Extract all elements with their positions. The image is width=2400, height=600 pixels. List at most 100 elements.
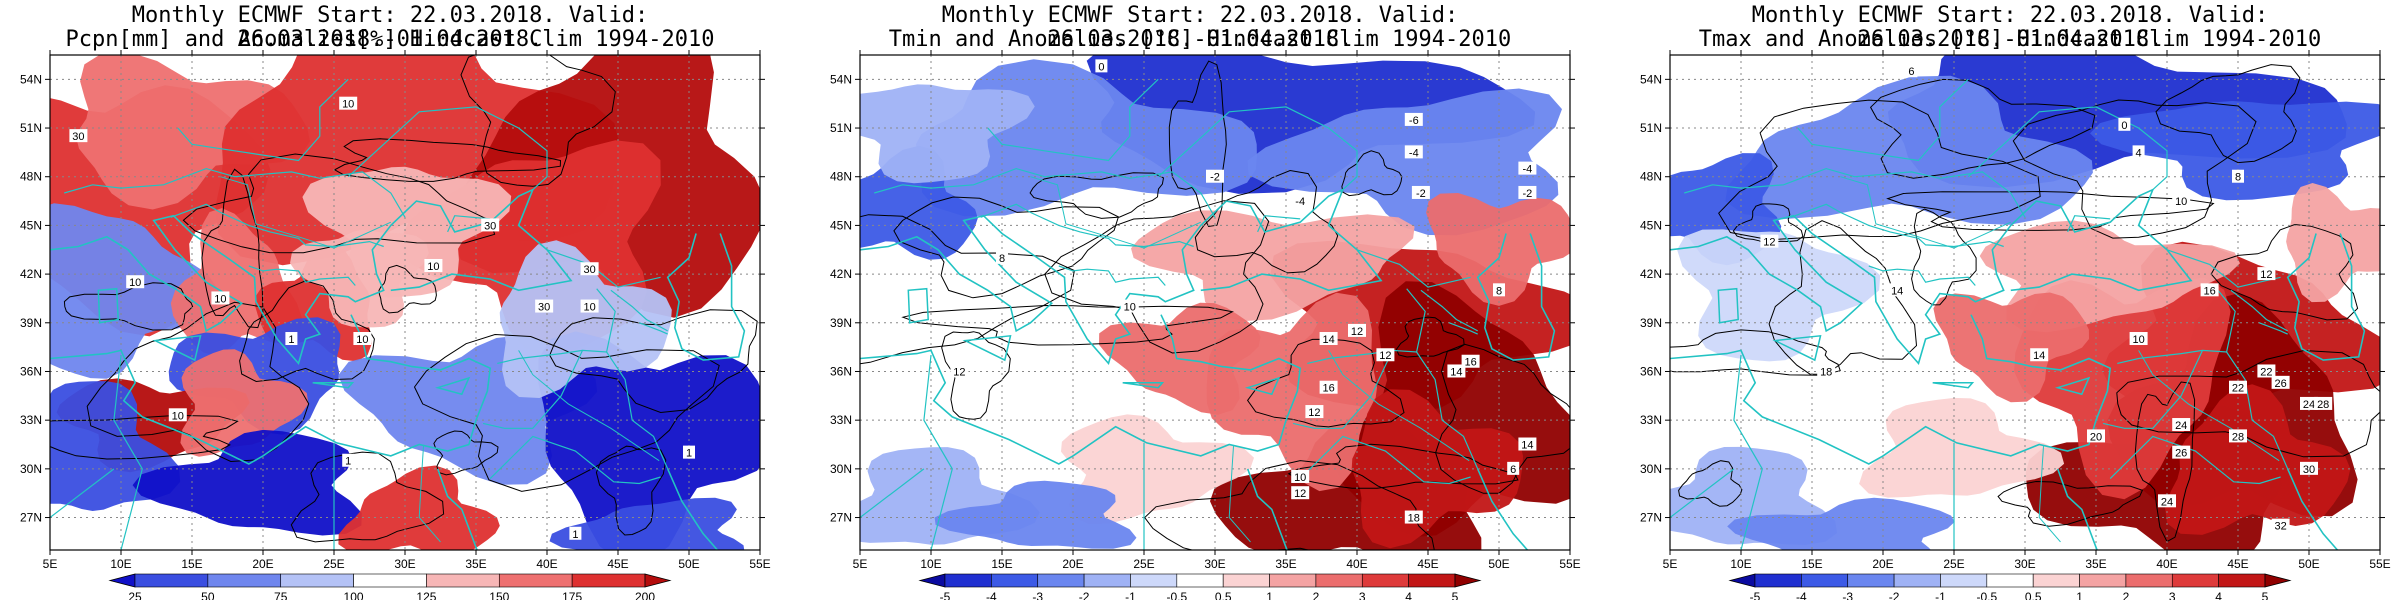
lon-tick-label: 10E bbox=[110, 557, 131, 571]
country-border bbox=[2226, 351, 2289, 470]
contour-label: -4 bbox=[1409, 147, 1419, 159]
lat-tick-label: 39N bbox=[830, 316, 852, 330]
anomaly-area bbox=[50, 203, 219, 379]
country-border bbox=[1292, 350, 1394, 429]
contour-label: 10 bbox=[172, 410, 184, 422]
lon-tick-label: 5E bbox=[43, 557, 58, 571]
colorbar: -5 -4 -3 -2 -1 -0.5 0.5 1 2 3 4 5 bbox=[918, 573, 1482, 600]
country-border bbox=[2166, 249, 2281, 288]
contour-label: 6 bbox=[1908, 66, 1914, 78]
colorbar-tick-label: -1 bbox=[1125, 590, 1136, 600]
lat-tick-label: 42N bbox=[20, 267, 42, 281]
contour-label: 24 bbox=[2161, 496, 2173, 508]
lon-tick-label: 40E bbox=[2156, 557, 2177, 571]
lat-tick-label: 33N bbox=[830, 413, 852, 427]
lat-tick-label: 27N bbox=[830, 511, 852, 525]
coastline bbox=[2286, 233, 2366, 361]
coastline bbox=[666, 468, 719, 550]
colorbar-tick-label: 3 bbox=[1359, 590, 1366, 600]
country-border bbox=[2259, 322, 2288, 335]
contour-label: 28 bbox=[2317, 399, 2329, 411]
contour-label: -2 bbox=[1210, 172, 1220, 184]
contour-line bbox=[2012, 99, 2257, 239]
contour-label: 1 bbox=[572, 529, 578, 541]
lon-tick-label: 50E bbox=[2298, 557, 2319, 571]
contour-label: 10 bbox=[1124, 302, 1136, 314]
lon-tick-label: 55E bbox=[749, 557, 770, 571]
country-border bbox=[1449, 322, 1478, 335]
anomaly-area bbox=[1859, 397, 2065, 498]
colorbar-tick-label: -3 bbox=[1032, 590, 1043, 600]
country-border bbox=[1416, 351, 1479, 470]
contour-label: 10 bbox=[583, 302, 595, 314]
lon-tick-label: 35E bbox=[465, 557, 486, 571]
country-border bbox=[447, 215, 491, 233]
colorbar-tick-label: -5 bbox=[940, 590, 951, 600]
contour-label: 12 bbox=[953, 366, 965, 378]
country-border bbox=[610, 289, 668, 332]
country-border bbox=[1299, 435, 1471, 485]
lon-tick-label: 5E bbox=[1663, 557, 1678, 571]
lat-tick-label: 39N bbox=[20, 316, 42, 330]
coastline bbox=[666, 233, 746, 361]
lat-tick-label: 36N bbox=[1640, 364, 1662, 378]
lat-tick-label: 36N bbox=[20, 364, 42, 378]
contour-line bbox=[1911, 208, 1977, 306]
colorbar: 25 50 75 100 125 150 175 200 bbox=[108, 573, 672, 600]
colorbar-tick-label: 5 bbox=[2262, 590, 2269, 600]
country-border bbox=[1420, 289, 1478, 332]
panel-title-line1: Monthly ECMWF Start: 22.03.2018. Valid: … bbox=[131, 3, 649, 52]
anomaly-area bbox=[1247, 88, 1562, 236]
lat-tick-label: 33N bbox=[20, 413, 42, 427]
colorbar-tick-label: 2 bbox=[1313, 590, 1320, 600]
contour-label: 12 bbox=[1308, 407, 1320, 419]
contour-line bbox=[2155, 64, 2301, 164]
contour-line bbox=[595, 445, 667, 536]
contour-label: 28 bbox=[2232, 431, 2244, 443]
lon-tick-label: 30E bbox=[394, 557, 415, 571]
colorbar-tick-label: -1 bbox=[1935, 590, 1946, 600]
lat-tick-label: 36N bbox=[830, 364, 852, 378]
contour-line bbox=[1678, 460, 1743, 507]
lat-tick-label: 51N bbox=[1640, 121, 1662, 135]
colorbar-tick-label: 25 bbox=[128, 590, 142, 600]
lon-tick-label: 55E bbox=[1559, 557, 1580, 571]
country-border bbox=[482, 350, 584, 429]
coastline bbox=[860, 314, 1302, 465]
colorbar-tick-label: 200 bbox=[635, 590, 655, 600]
country-border bbox=[1684, 167, 2026, 218]
colorbar-tick-label: 0.5 bbox=[1215, 590, 1232, 600]
panel-title-line1: Monthly ECMWF Start: 22.03.2018. Valid: … bbox=[941, 3, 1459, 52]
contour-label: 12 bbox=[1351, 326, 1363, 338]
anomaly-area bbox=[549, 497, 745, 550]
coastline bbox=[50, 314, 492, 465]
contour-label: 8 bbox=[999, 253, 1005, 265]
contour-label: 12 bbox=[1294, 488, 1306, 500]
lon-tick-label: 25E bbox=[1133, 557, 1154, 571]
colorbar-tick-label: 1 bbox=[1266, 590, 1273, 600]
colorbar-tick-label: 175 bbox=[562, 590, 582, 600]
contour-line bbox=[1341, 150, 1403, 197]
contour-label: 22 bbox=[2232, 383, 2244, 395]
country-border bbox=[2102, 350, 2204, 429]
contour-line bbox=[893, 196, 1120, 299]
contour-label: -4 bbox=[1523, 164, 1533, 176]
contour-line bbox=[413, 333, 720, 492]
colorbar-tick-label: 100 bbox=[344, 590, 364, 600]
contour-line bbox=[1718, 99, 2041, 241]
contour-label: 16 bbox=[2203, 285, 2215, 297]
contour-label: 30 bbox=[484, 220, 496, 232]
contour-line bbox=[1029, 172, 1165, 219]
lat-tick-label: 30N bbox=[1640, 462, 1662, 476]
country-border bbox=[1157, 106, 1358, 191]
contour-label: 10 bbox=[2175, 196, 2187, 208]
country-border bbox=[2067, 215, 2111, 233]
colorbar-tick-label: 5 bbox=[1452, 590, 1459, 600]
lon-tick-label: 40E bbox=[536, 557, 557, 571]
anomaly-area bbox=[1727, 497, 1955, 550]
country-border bbox=[874, 167, 1216, 218]
contour-line bbox=[1435, 343, 1570, 494]
contour-label: 14 bbox=[1521, 440, 1533, 452]
contour-label: 14 bbox=[1322, 334, 1334, 346]
